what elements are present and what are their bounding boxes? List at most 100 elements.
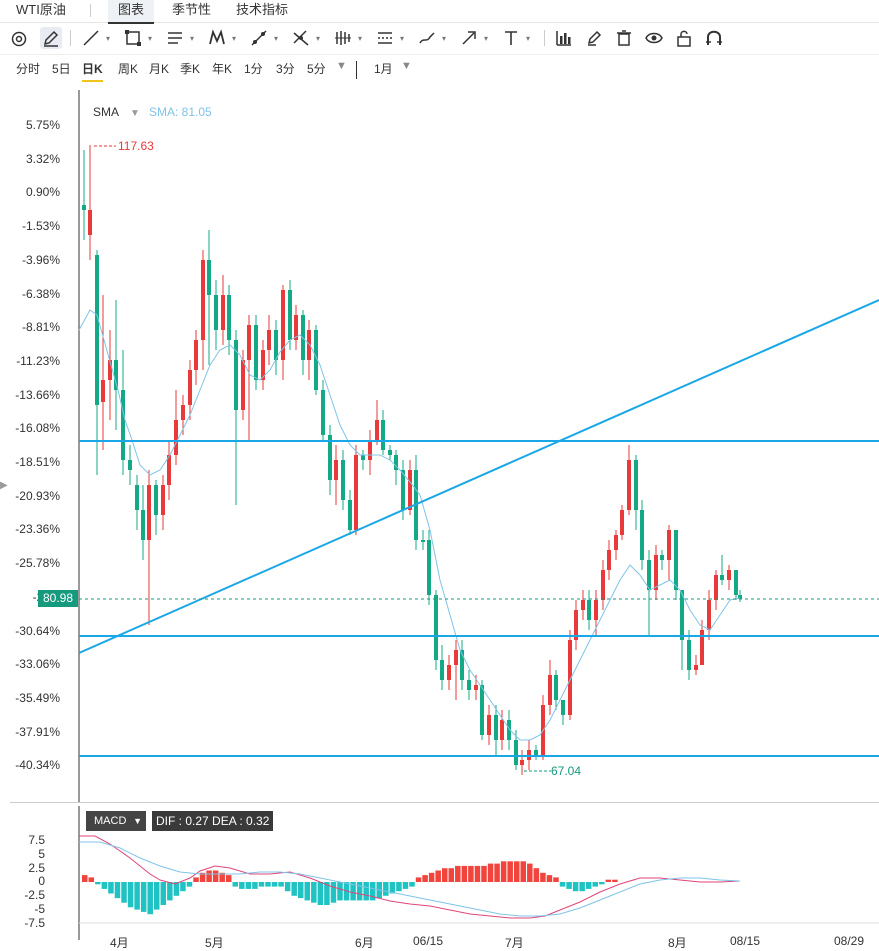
macd-bar [252,882,258,889]
pencil-icon[interactable] [40,27,62,49]
trendline-icon[interactable] [80,27,102,49]
period-5day[interactable]: 5日 [52,62,71,76]
candle-body [614,535,618,550]
candle-body [154,485,158,515]
period-timeshare[interactable]: 分时 [16,62,41,76]
candle-body [234,340,238,410]
channel-icon[interactable] [374,27,396,49]
period-weekly[interactable]: 周K [118,62,139,76]
macd-bar [324,882,330,905]
period-divider [356,61,357,79]
tab-indicators[interactable]: 技术指标 [236,2,289,17]
chevron-down-icon[interactable]: ▼ [401,60,412,72]
brush-icon[interactable] [416,27,438,49]
lines-icon[interactable] [164,27,186,49]
measure-icon[interactable] [248,27,270,49]
chevron-down-icon[interactable]: ▾ [358,34,363,43]
trend-line[interactable] [78,299,879,654]
indicator-name[interactable]: SMA [93,105,120,119]
macd-bar [422,875,428,882]
lock-icon[interactable] [673,27,695,49]
macd-indicator-select[interactable]: MACD ▼ [86,811,146,831]
candle-body [460,650,464,680]
period-3min[interactable]: 3分 [276,62,295,76]
candle-body [440,660,444,680]
candle-body [341,460,345,500]
tab-bar: WTI原油 图表 季节性 技术指标 [0,0,879,24]
candle-body [214,295,218,330]
period-selector: 分时 5日 日K 周K 月K 季K 年K 1分 3分 5分 ▼ 1月 ▼ [0,56,879,84]
trash-icon[interactable] [613,27,635,49]
chevron-down-icon[interactable]: ▾ [190,34,195,43]
macd-panel[interactable]: MACD ▼ DIF : 0.27 DEA : 0.32 7.5 5 2.5 0 -2.… [0,806,879,950]
period-yearly[interactable]: 年K [212,62,233,76]
panel-divider [10,802,879,803]
collapse-handle-icon[interactable]: ▶ [0,480,8,491]
candle-body [507,720,511,740]
period-daily[interactable]: 日K [82,60,103,82]
chevron-down-icon[interactable]: ▾ [526,34,531,43]
macd-bar [356,882,363,901]
candle-body [434,595,438,660]
tab-chart[interactable]: 图表 [108,0,155,24]
fib-icon[interactable] [290,27,312,49]
macd-bar [455,865,461,882]
macd-bar [605,879,612,882]
crosshair-cursor-icon[interactable] [8,27,30,49]
macd-bar [82,875,88,882]
arrow-icon[interactable] [458,27,480,49]
range-select[interactable]: 1月 [374,62,393,76]
macd-bar [153,882,160,910]
macd-bar [265,882,271,887]
period-quarterly[interactable]: 季K [180,62,201,76]
chevron-down-icon[interactable]: ▾ [274,34,279,43]
chevron-down-icon[interactable]: ▾ [484,34,489,43]
rectangle-icon[interactable] [122,27,144,49]
candle-body [188,370,192,405]
candle-body [82,205,86,210]
macd-bar [278,882,284,887]
marker-icon[interactable] [583,27,605,49]
macd-bar [297,882,304,899]
chevron-down-icon[interactable]: ▼ [130,108,140,119]
y-axis-label: 5.75% [25,118,60,132]
macd-bar [474,865,481,882]
chevron-down-icon[interactable]: ▾ [442,34,447,43]
candle-body [95,255,99,405]
tab-divider [90,4,91,17]
candle-body [401,470,405,510]
pattern-icon[interactable] [206,27,228,49]
candle-body [727,570,731,580]
candle-body [314,330,318,390]
macd-bar [546,875,553,882]
candle-body [334,460,338,480]
chevron-down-icon[interactable]: ▾ [316,34,321,43]
period-1min[interactable]: 1分 [244,62,263,76]
candle-body [474,685,478,690]
candle-body [487,715,491,735]
candlesticks [82,145,742,775]
tab-seasonality[interactable]: 季节性 [172,2,212,17]
macd-y-axis-label: 2.5 [28,860,45,875]
candle-body [700,630,704,665]
chevron-down-icon[interactable]: ▼ [336,60,347,72]
macd-values: DIF : 0.27 DEA : 0.32 [152,811,274,831]
eye-icon[interactable] [643,27,665,49]
macd-bar [317,882,324,905]
period-5min[interactable]: 5分 [307,62,326,76]
chevron-down-icon[interactable]: ▾ [106,34,111,43]
price-chart[interactable]: 117.63 67.04 SMA ▼ SMA: 81.05 5.75% 3.32%… [0,90,879,802]
candle-body [694,665,698,670]
indicator-icon[interactable] [553,27,575,49]
text-icon[interactable] [500,27,522,49]
y-axis-label: -35.49% [15,690,60,705]
chevron-down-icon[interactable]: ▾ [400,34,405,43]
magnet-icon[interactable] [703,27,725,49]
dif-line [79,835,741,919]
candle-body [328,435,332,480]
chevron-down-icon[interactable]: ▾ [148,34,153,43]
chevron-down-icon[interactable]: ▾ [232,34,237,43]
candlestick-canvas[interactable]: 117.63 67.04 [0,90,879,802]
bars-icon[interactable] [332,27,354,49]
period-monthly[interactable]: 月K [149,62,170,76]
